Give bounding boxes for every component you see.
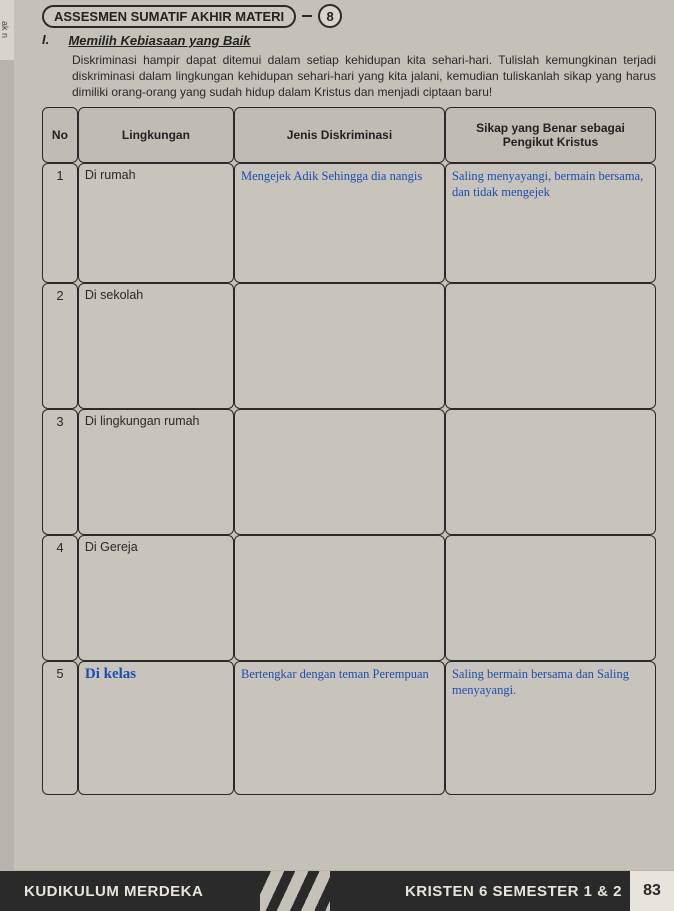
footer-subject: KRISTEN 6 SEMESTER 1 & 2	[330, 871, 630, 911]
header-sikap: Sikap yang Benar sebagai Pengikut Kristu…	[445, 107, 656, 163]
assessment-header: ASSESMEN SUMATIF AKHIR MATERI 8	[42, 4, 656, 28]
header-jenis: Jenis Diskriminasi	[234, 107, 445, 163]
handwritten-answer: Saling menyayangi, bermain bersama, dan …	[452, 168, 649, 201]
cell-no: 5	[42, 661, 78, 795]
table-row: 3 Di lingkungan rumah	[42, 409, 656, 535]
cell-jenis[interactable]	[234, 535, 445, 661]
cell-sikap[interactable]	[445, 283, 656, 409]
table-row: 1 Di rumah Mengejek Adik Sehingga dia na…	[42, 163, 656, 283]
assessment-number-circle: 8	[318, 4, 342, 28]
table-row: 4 Di Gereja	[42, 535, 656, 661]
cell-jenis[interactable]	[234, 283, 445, 409]
assessment-title-pill: ASSESMEN SUMATIF AKHIR MATERI	[42, 5, 296, 28]
cell-jenis[interactable]	[234, 409, 445, 535]
handwritten-env: Di kelas	[85, 666, 136, 682]
handwritten-answer: Mengejek Adik Sehingga dia nangis	[241, 168, 438, 184]
cell-sikap[interactable]: Saling menyayangi, bermain bersama, dan …	[445, 163, 656, 283]
cell-jenis[interactable]: Bertengkar dengan teman Perempuan	[234, 661, 445, 795]
cell-env: Di sekolah	[78, 283, 234, 409]
cell-sikap[interactable]	[445, 535, 656, 661]
header-no: No	[42, 107, 78, 163]
cell-no: 4	[42, 535, 78, 661]
table-row: 2 Di sekolah	[42, 283, 656, 409]
section-title: Memilih Kebiasaan yang Baik	[68, 33, 250, 48]
cell-sikap[interactable]	[445, 409, 656, 535]
discrimination-table: No Lingkungan Jenis Diskriminasi Sikap y…	[42, 107, 656, 795]
cell-sikap[interactable]: Saling bermain bersama dan Saling menyay…	[445, 661, 656, 795]
table-header-row: No Lingkungan Jenis Diskriminasi Sikap y…	[42, 107, 656, 163]
cell-no: 3	[42, 409, 78, 535]
cell-env: Di rumah	[78, 163, 234, 283]
section-heading: I. Memilih Kebiasaan yang Baik	[42, 32, 656, 50]
table-row: 5 Di kelas Bertengkar dengan teman Perem…	[42, 661, 656, 795]
cell-env: Di Gereja	[78, 535, 234, 661]
handwritten-answer: Bertengkar dengan teman Perempuan	[241, 666, 438, 682]
cell-no: 2	[42, 283, 78, 409]
footer-page-number: 83	[630, 871, 674, 911]
footer-curriculum: KUDIKULUM MERDEKA	[0, 871, 260, 911]
header-lingkungan: Lingkungan	[78, 107, 234, 163]
handwritten-answer: Saling bermain bersama dan Saling menyay…	[452, 666, 649, 699]
cell-env: Di lingkungan rumah	[78, 409, 234, 535]
cell-env: Di kelas	[78, 661, 234, 795]
cell-jenis[interactable]: Mengejek Adik Sehingga dia nangis	[234, 163, 445, 283]
header-connector	[302, 15, 312, 17]
section-number: I.	[42, 32, 64, 47]
cell-no: 1	[42, 163, 78, 283]
worksheet-page: ASSESMEN SUMATIF AKHIR MATERI 8 I. Memil…	[14, 0, 674, 870]
page-footer: KUDIKULUM MERDEKA KRISTEN 6 SEMESTER 1 &…	[0, 871, 674, 911]
instructions-text: Diskriminasi hampir dapat ditemui dalam …	[72, 52, 656, 101]
footer-stripes	[260, 871, 330, 911]
